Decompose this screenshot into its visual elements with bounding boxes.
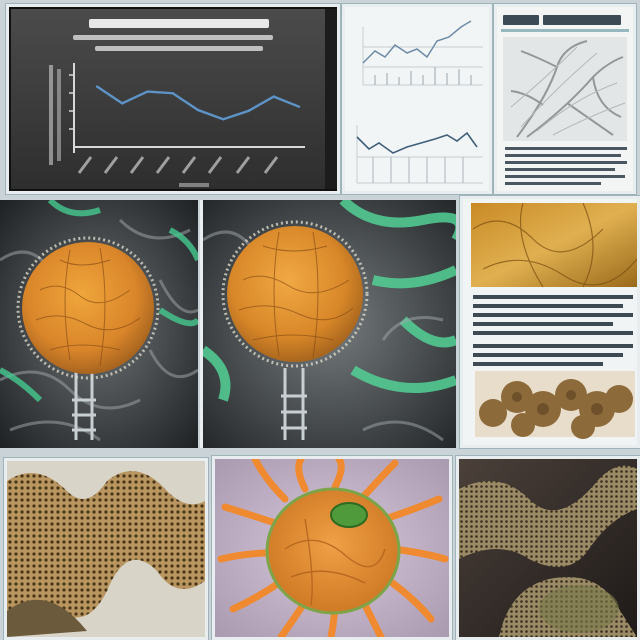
green-fibers — [203, 200, 456, 402]
orange-sphere — [227, 226, 363, 362]
chart-point — [196, 108, 200, 112]
top-left-chart-panel — [6, 4, 340, 194]
green-nucleus — [330, 502, 368, 528]
chart-point — [247, 109, 250, 113]
sphere-cell-pattern — [35, 247, 141, 367]
green-fibers — [0, 200, 198, 403]
mini-chart-upper — [362, 20, 483, 86]
chart-point — [222, 118, 225, 121]
stalk — [72, 370, 96, 440]
chart-point — [171, 92, 174, 95]
sphere-cell-pattern — [238, 231, 354, 359]
doc-heading-scribble — [503, 15, 621, 25]
top-middle-charts-panel — [342, 4, 492, 194]
golden-tissue-image — [471, 203, 637, 287]
orange-sphere — [22, 242, 154, 374]
y-ticks — [69, 74, 74, 130]
micrograph-center-panel — [200, 200, 456, 448]
middle-right-document-panel — [460, 196, 640, 448]
cell-internal-pattern — [284, 518, 386, 606]
mini-chart-lower — [356, 125, 483, 184]
doc-body-text-lines — [505, 147, 627, 185]
micrograph-left-panel — [0, 200, 198, 448]
chart-canvas — [11, 9, 337, 189]
bottom-center-cell-panel — [212, 456, 452, 640]
chart-point — [95, 85, 99, 88]
chart-point — [297, 105, 301, 108]
sponge-structure — [7, 471, 205, 621]
top-right-document-panel — [494, 4, 636, 194]
doc-text-lines — [473, 295, 633, 366]
bottom-left-tissue-panel — [4, 458, 208, 640]
coral-tissue-image — [475, 371, 635, 439]
bottom-right-tissue-panel — [456, 456, 640, 640]
chart-title-scribble — [73, 19, 273, 51]
chart-ylabel-scribble — [49, 65, 61, 165]
chart-point — [121, 102, 124, 105]
tree-figure — [503, 37, 627, 141]
chart-point — [146, 90, 149, 93]
x-tick-label-scribbles — [77, 156, 279, 174]
x-label-scribble — [179, 183, 209, 187]
orange-cell-body — [265, 487, 401, 615]
stalk — [281, 368, 307, 440]
chart-point — [272, 95, 275, 98]
branching-tissue — [459, 465, 637, 567]
